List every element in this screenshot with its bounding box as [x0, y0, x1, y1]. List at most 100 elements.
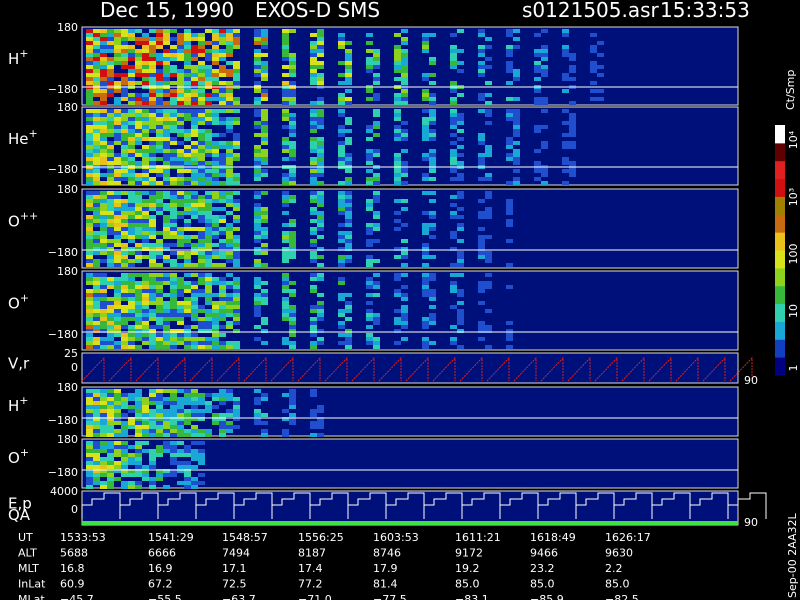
spectrogram-cell — [191, 289, 198, 293]
spectrogram-cell — [184, 37, 191, 41]
spectrogram-cell — [100, 57, 107, 61]
spectrogram-cell — [457, 161, 464, 165]
spectrogram-cell — [478, 97, 485, 101]
spectrogram-cell — [205, 137, 212, 141]
spectrogram-cell — [184, 329, 191, 333]
spectrogram-cell — [149, 341, 156, 345]
spectrogram-cell — [198, 293, 205, 297]
spectrogram-cell — [191, 113, 198, 117]
spectrogram-cell — [457, 129, 464, 133]
spectrogram-cell — [184, 301, 191, 305]
spectrogram-cell — [93, 191, 100, 195]
spectrogram-cell — [569, 161, 576, 165]
spectrogram-cell — [513, 161, 520, 165]
spectrogram-cell — [254, 61, 261, 65]
spectrogram-cell — [338, 101, 345, 105]
spectrogram-cell — [135, 247, 142, 251]
spectrogram-cell — [506, 33, 513, 37]
spectrogram-cell — [569, 117, 576, 121]
spectrogram-cell — [184, 195, 191, 199]
spectrogram-cell — [93, 149, 100, 153]
spectrogram-cell — [338, 255, 345, 259]
axis-top: 25 — [64, 347, 78, 360]
spectrogram-cell — [107, 141, 114, 145]
spectrogram-cell — [289, 243, 296, 247]
spectrogram-cell — [289, 153, 296, 157]
spectrogram-cell — [205, 293, 212, 297]
spectrogram-cell — [100, 77, 107, 81]
spectrogram-cell — [282, 223, 289, 227]
spectrogram-cell — [401, 81, 408, 85]
spectrogram-cell — [149, 417, 156, 421]
spectrogram-cell — [261, 77, 268, 81]
spectrogram-cell — [191, 57, 198, 61]
spectrogram-cell — [135, 337, 142, 341]
spectrogram-cell — [149, 243, 156, 247]
spectrogram-cell — [373, 49, 380, 53]
spectrogram-cell — [149, 29, 156, 33]
spectrogram-cell — [345, 211, 352, 215]
spectrogram-cell — [401, 121, 408, 125]
spectrogram-cell — [191, 121, 198, 125]
spectrogram-cell — [170, 157, 177, 161]
spectrogram-cell — [366, 157, 373, 161]
spectrogram-cell — [156, 293, 163, 297]
spectrogram-cell — [261, 393, 268, 397]
spectrogram-cell — [135, 281, 142, 285]
spectrogram-cell — [149, 263, 156, 267]
spectrogram-cell — [128, 81, 135, 85]
spectrogram-cell — [156, 405, 163, 409]
spectrogram-cell — [485, 101, 492, 105]
spectrogram-cell — [121, 457, 128, 461]
spectrogram-cell — [289, 345, 296, 349]
spectrogram-cell — [506, 333, 513, 337]
spectrogram-cell — [590, 49, 597, 53]
spectrogram-cell — [156, 453, 163, 457]
spectrogram-cell — [100, 273, 107, 277]
spectrogram-cell — [429, 227, 436, 231]
spectrogram-cell — [261, 227, 268, 231]
spectrogram-cell — [156, 157, 163, 161]
spectrogram-cell — [478, 337, 485, 341]
spectrogram-cell — [121, 333, 128, 337]
spectrogram-cell — [135, 445, 142, 449]
axis-bottom: −180 — [48, 466, 78, 479]
spectrogram-cell — [401, 305, 408, 309]
spectrogram-cell — [366, 293, 373, 297]
spectrogram-cell — [338, 293, 345, 297]
spectrogram-cell — [289, 129, 296, 133]
spectrogram-cell — [212, 251, 219, 255]
spectrogram-cell — [212, 181, 219, 185]
spectrogram-cell — [282, 199, 289, 203]
spectrogram-cell — [149, 129, 156, 133]
axis-bottom: −180 — [48, 83, 78, 96]
colorbar-label: 100 — [787, 244, 800, 265]
spectrogram-cell — [191, 389, 198, 393]
spectrogram-cell — [156, 449, 163, 453]
spectrogram-cell — [205, 93, 212, 97]
spectrogram-cell — [107, 243, 114, 247]
spectrogram-cell — [100, 141, 107, 145]
spectrogram-cell — [86, 321, 93, 325]
spectrogram-cell — [191, 117, 198, 121]
spectrogram-cell — [135, 457, 142, 461]
spectrogram-cell — [226, 169, 233, 173]
spectrogram-cell — [170, 73, 177, 77]
spectrogram-cell — [114, 445, 121, 449]
spectrogram-cell — [170, 109, 177, 113]
spectrogram-cell — [338, 239, 345, 243]
spectrogram-cell — [86, 481, 93, 485]
spectrogram-cell — [184, 281, 191, 285]
cell: 1541:29 — [148, 531, 194, 544]
spectrogram-cell — [366, 337, 373, 341]
spectrogram-cell — [562, 121, 569, 125]
spectrogram-cell — [310, 161, 317, 165]
spectrogram-cell — [254, 389, 261, 393]
spectrogram-cell — [450, 149, 457, 153]
spectrogram-cell — [289, 177, 296, 181]
spectrogram-cell — [156, 247, 163, 251]
spectrogram-cell — [205, 211, 212, 215]
spectrogram-cell — [212, 393, 219, 397]
spectrogram-cell — [163, 37, 170, 41]
spectrogram-cell — [107, 173, 114, 177]
